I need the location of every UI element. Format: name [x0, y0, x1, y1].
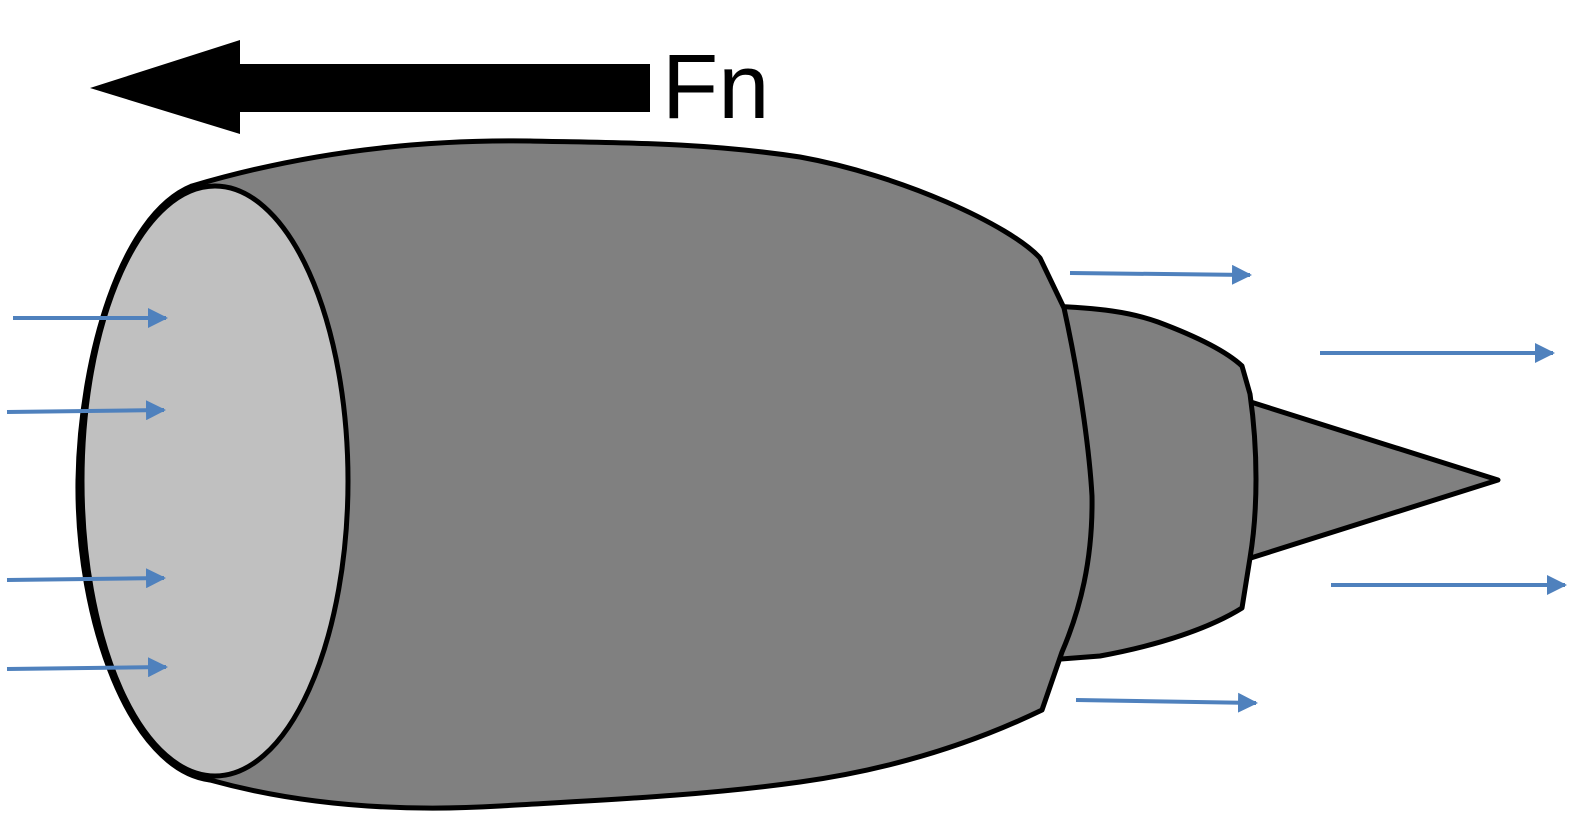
exhaust-cone [1235, 395, 1501, 565]
inlet-face [79, 183, 351, 779]
airflow-arrow [6, 568, 166, 589]
airflow-arrow [6, 657, 168, 678]
thrust-arrow-shape [90, 40, 650, 134]
core-cowl [1045, 303, 1259, 663]
airflow-arrow [6, 400, 166, 421]
airflow-arrow [1075, 692, 1258, 713]
airflow-arrow [1069, 264, 1252, 285]
thrust-arrow: Fn [90, 36, 769, 138]
thrust-label: Fn [662, 36, 769, 138]
nacelle-body [189, 138, 1095, 811]
exhaust-airflow [1069, 264, 1567, 713]
inlet-airflow [6, 308, 168, 678]
